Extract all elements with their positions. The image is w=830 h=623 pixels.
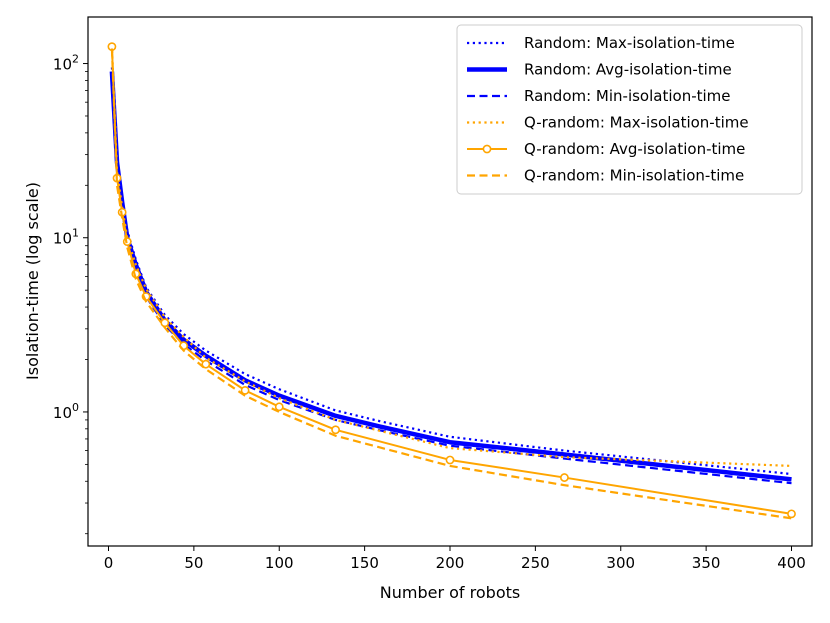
ticks-layer: 0 50 100 150 200 250 300 350 400 100 101 102 <box>53 53 806 572</box>
legend: Random: Max-isolation-time Random: Avg-is… <box>456 24 803 195</box>
legend-label: Random: Avg-isolation-time <box>524 61 732 79</box>
data-point-q-random-avg-isolation-time <box>445 455 455 465</box>
series-line-q-random-min-isolation-time <box>110 48 792 520</box>
legend-marker <box>482 144 492 154</box>
series-line-random-min-isolation-time <box>110 75 792 485</box>
x-tick-label: 200 <box>436 554 465 572</box>
x-tick-label: 100 <box>265 554 294 572</box>
data-point-q-random-avg-isolation-time <box>201 359 211 369</box>
x-tick-label: 350 <box>692 554 721 572</box>
legend-label: Q-random: Max-isolation-time <box>524 114 749 132</box>
data-point-q-random-avg-isolation-time <box>160 318 170 328</box>
y-tick-label: 101 <box>53 227 79 248</box>
legend-box <box>456 24 803 195</box>
data-point-q-random-avg-isolation-time <box>274 402 284 412</box>
legend-label: Random: Min-isolation-time <box>524 87 731 105</box>
series-line-random-max-isolation-time <box>110 67 792 476</box>
series-layer <box>107 42 796 520</box>
legend-label: Q-random: Avg-isolation-time <box>524 140 745 158</box>
legend-label: Random: Max-isolation-time <box>524 34 735 52</box>
y-tick-label: 100 <box>53 401 79 422</box>
x-tick-label: 400 <box>777 554 806 572</box>
x-tick-label: 50 <box>184 554 203 572</box>
x-tick-label: 0 <box>104 554 114 572</box>
y-tick-label: 102 <box>53 53 79 74</box>
data-point-q-random-avg-isolation-time <box>560 473 569 482</box>
legend-label: Q-random: Min-isolation-time <box>524 167 744 185</box>
data-point-q-random-avg-isolation-time <box>331 425 340 435</box>
x-tick-label: 300 <box>606 554 635 572</box>
series-line-q-random-max-isolation-time <box>110 44 792 468</box>
x-tick-label: 250 <box>521 554 550 572</box>
x-axis-label: Number of robots <box>380 583 520 602</box>
data-point-q-random-avg-isolation-time <box>240 385 250 395</box>
x-tick-label: 150 <box>350 554 379 572</box>
y-axis-label: Isolation-time (log scale) <box>23 182 42 380</box>
data-point-q-random-avg-isolation-time <box>787 509 796 519</box>
